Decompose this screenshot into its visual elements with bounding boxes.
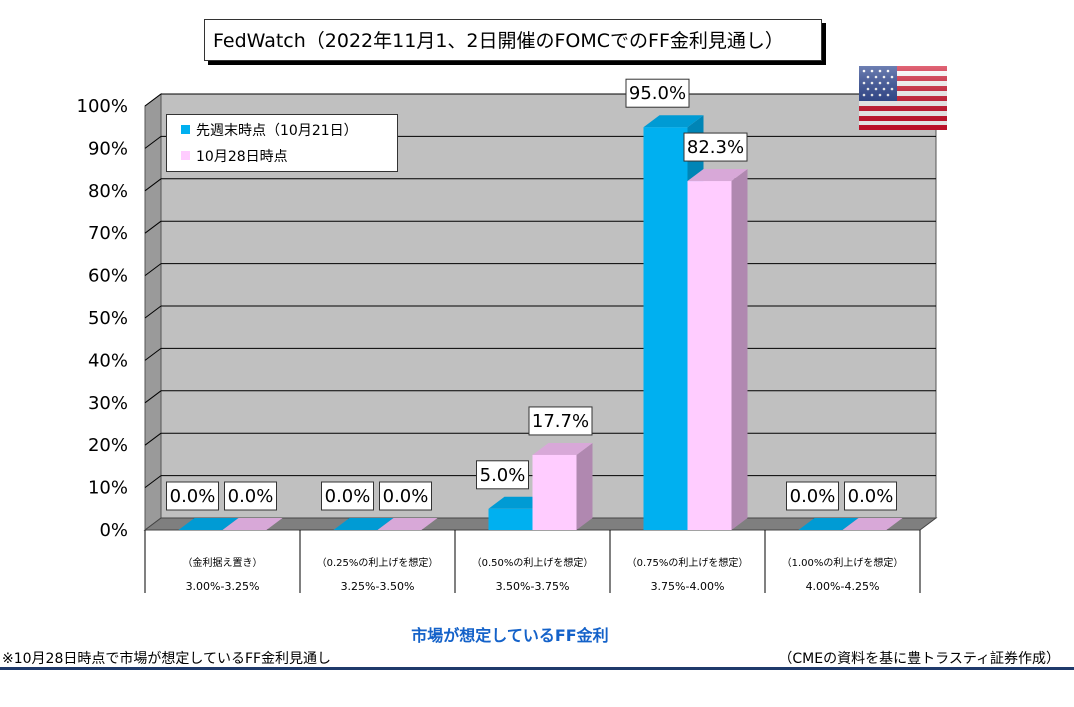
y-tick-label: 70% [88, 223, 128, 244]
data-label: 5.0% [480, 465, 526, 486]
y-tick-label: 100% [77, 96, 128, 117]
data-label: 82.3% [687, 137, 744, 158]
data-label: 0.0% [325, 486, 371, 507]
x-category-range-label: 3.75%-4.00% [651, 580, 725, 593]
bar-top [377, 518, 438, 530]
y-tick-label: 10% [88, 478, 128, 499]
legend-swatch-series2 [181, 151, 190, 160]
gridline-side [144, 220, 162, 234]
footnote-left: ※10月28日時点で市場が想定しているFF金利見通し [2, 651, 332, 667]
gridline-side [144, 135, 162, 149]
legend-item-series1: 先週末時点（10月21日） [181, 121, 358, 141]
bar-side [576, 442, 593, 530]
data-label-box [844, 481, 897, 511]
gridline-side [144, 263, 162, 277]
gridline-side [144, 305, 162, 319]
chart-title: FedWatch（2022年11月1、2日開催のFOMCでのFF金利見通し） [204, 19, 822, 61]
y-tick-label: 60% [88, 266, 128, 287]
data-label: 0.0% [790, 486, 836, 507]
y-tick-label: 30% [88, 393, 128, 414]
data-label: 95.0% [629, 83, 686, 104]
us-flag-icon [859, 66, 947, 130]
bar [643, 127, 688, 530]
gridline-side [144, 93, 162, 107]
bar-top [842, 518, 903, 530]
data-label: 0.0% [848, 486, 894, 507]
data-label: 0.0% [383, 486, 429, 507]
source-note: （CMEの資料を基に豊トラスティ証券作成） [778, 651, 1060, 667]
bar-side [731, 169, 748, 530]
data-label: 17.7% [532, 411, 589, 432]
bar-top [532, 442, 593, 455]
gridline-side [144, 432, 162, 446]
data-label-box [625, 78, 690, 108]
y-tick-label: 90% [88, 138, 128, 159]
bottom-divider [0, 667, 1074, 670]
legend-swatch-series1 [181, 125, 190, 134]
legend-label-series1: 先週末時点（10月21日） [196, 123, 358, 139]
bar [532, 454, 577, 530]
bar-top [687, 169, 748, 182]
gridline-side [144, 347, 162, 361]
bar-top [178, 518, 239, 530]
x-category-range-label: 3.50%-3.75% [496, 580, 570, 593]
x-category-label: （0.75%の利上げを想定） [627, 556, 749, 569]
x-category-label: （0.25%の利上げを想定） [317, 556, 439, 569]
legend: 先週末時点（10月21日） 10月28日時点 [166, 114, 398, 172]
x-category-label: （0.50%の利上げを想定） [472, 556, 594, 569]
data-label-box [224, 481, 277, 511]
data-label-box [379, 481, 432, 511]
x-category-label: （金利据え置き） [183, 556, 263, 569]
data-label-box [528, 406, 593, 436]
gridline-side [144, 390, 162, 404]
bar [687, 181, 732, 530]
x-category-range-label: 3.00%-3.25% [186, 580, 260, 593]
legend-label-series2: 10月28日時点 [196, 149, 288, 165]
x-category-label: （1.00%の利上げを想定） [782, 556, 904, 569]
data-label-box [321, 481, 374, 511]
data-label: 0.0% [228, 486, 274, 507]
x-category-range-label: 4.00%-4.25% [806, 580, 880, 593]
data-label: 0.0% [170, 486, 216, 507]
y-tick-label: 50% [88, 308, 128, 329]
bar-top [643, 115, 704, 128]
y-tick-label: 0% [99, 520, 128, 541]
y-tick-label: 20% [88, 435, 128, 456]
data-label-box [683, 132, 748, 162]
y-tick-label: 80% [88, 181, 128, 202]
legend-item-series2: 10月28日時点 [181, 147, 288, 167]
data-label-box [786, 481, 839, 511]
gridline-side [144, 475, 162, 489]
x-axis-title: 市場が想定しているFF金利 [411, 626, 609, 645]
bar-top [333, 518, 394, 530]
data-label-box [476, 460, 529, 490]
bar [488, 508, 533, 530]
bar-top [798, 518, 859, 530]
y-tick-label: 40% [88, 350, 128, 371]
gridline-side [144, 178, 162, 192]
x-category-range-label: 3.25%-3.50% [341, 580, 415, 593]
bar-top [222, 518, 283, 530]
data-label-box [166, 481, 219, 511]
